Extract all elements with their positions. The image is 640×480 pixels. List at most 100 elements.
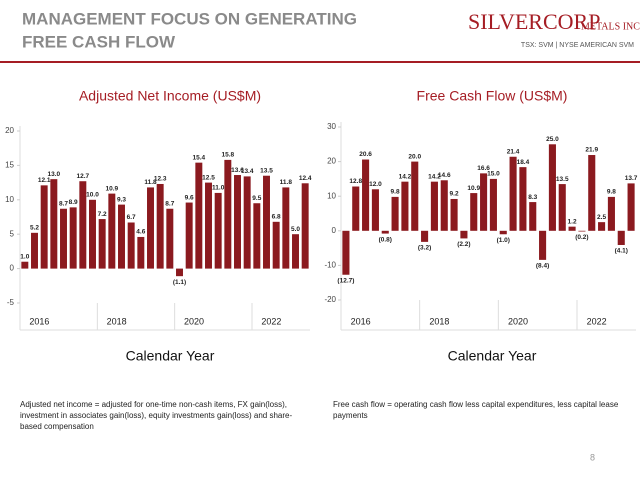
y-tick-label: 5 — [10, 229, 15, 238]
bar — [578, 230, 586, 232]
bar — [89, 199, 96, 269]
logo-sub: METALS INC. — [581, 21, 640, 32]
x-axis-label: Calendar Year — [448, 348, 537, 364]
tickers: TSX: SVM | NYSE AMERICAN SVM — [521, 42, 634, 49]
bar — [292, 234, 299, 269]
bar — [205, 182, 212, 269]
value-label: 15.8 — [222, 152, 235, 159]
bar — [450, 198, 458, 231]
bar — [470, 193, 478, 231]
value-label: (3.2) — [418, 245, 431, 252]
bar — [352, 186, 360, 231]
value-label: 9.8 — [607, 189, 616, 196]
y-tick-label: 20 — [327, 157, 336, 166]
bar — [421, 230, 429, 242]
bar — [371, 189, 379, 231]
bar — [253, 203, 261, 269]
bar — [98, 219, 106, 269]
x-tick-label: 2022 — [261, 316, 281, 326]
bar — [598, 222, 606, 231]
value-label: (1.1) — [173, 279, 186, 286]
y-tick-label: -20 — [324, 295, 336, 304]
chart-title: Free Cash Flow (US$M) — [417, 88, 568, 104]
bar — [617, 230, 625, 245]
value-label: 5.0 — [291, 226, 300, 233]
bar — [195, 162, 203, 269]
y-tick-label: -10 — [324, 261, 336, 270]
bar — [282, 187, 290, 269]
slide-title: MANAGEMENT FOCUS ON GENERATING — [22, 9, 357, 28]
value-label: 1.0 — [20, 253, 29, 260]
bar — [156, 183, 164, 269]
x-axis-label: Calendar Year — [126, 348, 215, 364]
value-label: 10.0 — [86, 192, 99, 199]
value-label: 15.0 — [487, 171, 500, 178]
value-label: 13.6 — [231, 167, 244, 174]
value-label: (12.7) — [337, 277, 354, 284]
value-label: 20.0 — [408, 153, 421, 160]
chart-title: Adjusted Net Income (US$M) — [79, 88, 261, 104]
bar — [558, 184, 566, 231]
value-label: 13.5 — [556, 176, 569, 183]
x-tick-label: 2016 — [29, 316, 49, 326]
value-label: (0.8) — [379, 236, 392, 243]
bar — [381, 230, 389, 234]
value-label: 6.7 — [127, 214, 136, 221]
value-label: 11.0 — [212, 185, 225, 192]
value-label: 6.8 — [272, 214, 281, 221]
bar — [489, 178, 497, 231]
value-label: 16.6 — [477, 165, 490, 172]
value-label: 4.6 — [136, 229, 145, 236]
bar — [342, 230, 350, 275]
bar — [108, 193, 116, 269]
bar — [548, 144, 556, 231]
bar — [480, 173, 488, 231]
value-label: 8.9 — [69, 199, 78, 206]
bar — [430, 181, 438, 231]
value-label: 14.6 — [438, 172, 451, 179]
bar — [69, 207, 77, 269]
bar — [529, 202, 537, 231]
value-label: 7.2 — [98, 211, 107, 218]
bar — [79, 181, 87, 269]
bar — [272, 221, 280, 269]
value-label: 12.8 — [349, 178, 362, 185]
value-label: 13.0 — [48, 171, 61, 178]
value-label: 13.4 — [241, 168, 254, 175]
bar — [362, 159, 370, 231]
x-tick-label: 2018 — [429, 316, 449, 326]
x-tick-label: 2018 — [107, 316, 127, 326]
value-label: 12.5 — [202, 174, 215, 181]
value-label: 9.8 — [391, 189, 400, 196]
bar — [31, 232, 38, 269]
bar — [50, 179, 58, 269]
value-label: 15.4 — [193, 154, 206, 161]
bar — [166, 208, 174, 269]
bar — [509, 156, 517, 231]
value-label: 5.2 — [30, 225, 39, 232]
logo: SILVERCORP — [468, 9, 600, 34]
value-label: 10.9 — [106, 185, 119, 192]
bar — [127, 222, 135, 269]
value-label: 13.7 — [625, 175, 638, 182]
value-label: 12.1 — [38, 177, 51, 184]
value-label: 9.3 — [117, 196, 126, 203]
value-label: 8.7 — [59, 200, 68, 207]
x-tick-label: 2022 — [587, 316, 607, 326]
bar — [40, 185, 48, 269]
x-tick-label: 2020 — [184, 316, 204, 326]
bar — [519, 167, 527, 231]
value-label: 12.0 — [369, 181, 382, 188]
value-label: (0.2) — [575, 234, 588, 241]
value-label: 8.3 — [528, 194, 537, 201]
value-label: 12.4 — [299, 175, 312, 182]
y-tick-label: 0 — [332, 226, 337, 235]
value-label: 21.9 — [585, 147, 598, 154]
bar — [243, 176, 251, 269]
value-label: 10.9 — [467, 185, 480, 192]
value-label: 9.6 — [185, 194, 194, 201]
x-tick-label: 2016 — [351, 316, 371, 326]
bar — [499, 230, 507, 235]
